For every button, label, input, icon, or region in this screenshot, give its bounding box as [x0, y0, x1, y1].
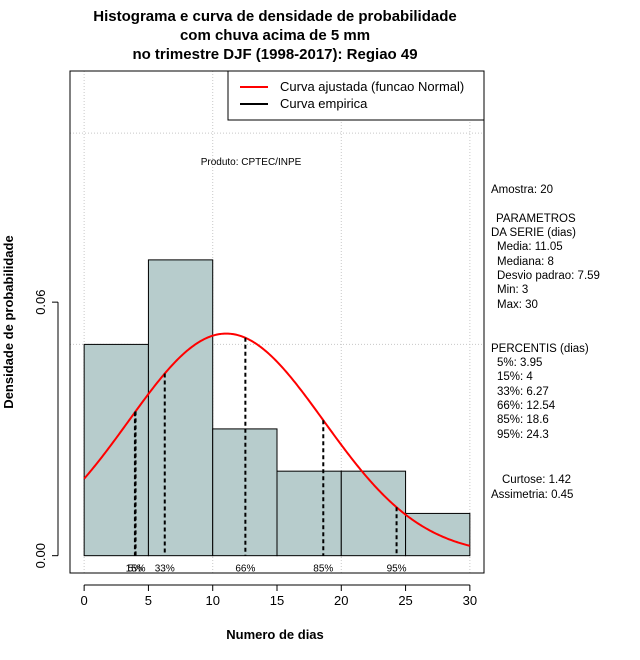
y-axis-title: Densidade de probabilidade [1, 235, 16, 408]
x-axis: 0 5 10 15 20 25 30 [81, 584, 477, 608]
stat-curtose: Curtose: 1.42 [502, 474, 571, 486]
y-tick-label-0: 0.00 [33, 543, 48, 568]
percentil-33: 33%: 6.27 [497, 386, 549, 398]
histogram-bars [83, 259, 471, 557]
legend-box [227, 70, 485, 121]
histogram-bar-0 [83, 343, 149, 557]
x-tick-label-3: 15 [270, 593, 284, 608]
y-tick-label-1: 0.06 [33, 289, 48, 314]
params-title-2: DA SERIE (dias) [491, 227, 576, 239]
fitted-curve-group [83, 332, 471, 547]
stat-max: Max: 30 [497, 299, 538, 311]
statistics-panel: Amostra: 20 PARAMETROS DA SERIE (dias) M… [491, 184, 600, 501]
x-tick-label-6: 30 [463, 593, 477, 608]
y-axis: 0.00 0.06 [33, 289, 59, 568]
x-tick-label-2: 10 [205, 593, 219, 608]
histogram-bar-3 [276, 470, 342, 557]
percentil-85: 85%: 18.6 [497, 414, 549, 426]
percentis-title: PERCENTIS (dias) [491, 343, 589, 355]
histogram-bar-4 [340, 470, 407, 557]
legend: Curva ajustada (funcao Normal) Curva emp… [227, 70, 485, 121]
legend-fitted-label: Curva ajustada (funcao Normal) [280, 79, 464, 94]
x-tick-label-4: 20 [334, 593, 348, 608]
stat-min: Min: 3 [497, 284, 528, 296]
chart-title-line-2: com chuva acima de 5 mm [180, 27, 370, 44]
percentile-lines [133, 337, 398, 556]
percentile-labels: 5%15% 33% 66% 85% 95% [126, 564, 407, 575]
product-label: Produto: CPTEC/INPE [201, 157, 302, 168]
stat-assimetria: Assimetria: 0.45 [491, 489, 573, 501]
chart-title-line-3: no trimestre DJF (1998-2017): Regiao 49 [132, 46, 417, 63]
percentil-95: 95%: 24.3 [497, 429, 549, 441]
percentil-15: 15%: 4 [497, 371, 533, 383]
x-axis-title: Numero de dias [226, 627, 324, 642]
percentil-66: 66%: 12.54 [497, 400, 556, 412]
stat-desvio: Desvio padrao: 7.59 [497, 270, 600, 282]
stat-mediana: Mediana: 8 [497, 256, 554, 268]
chart-title-line-1: Histograma e curva de densidade de proba… [93, 8, 456, 25]
percentile-label-0: 5% [128, 564, 143, 575]
histogram-bar-1 [147, 259, 214, 557]
percentile-label-2: 33% [155, 564, 175, 575]
x-tick-label-0: 0 [81, 593, 88, 608]
fitted-normal-curve [83, 332, 471, 547]
sample-size: Amostra: 20 [491, 184, 553, 196]
legend-empirical-label: Curva empirica [280, 96, 368, 111]
percentile-label-1: 15% [126, 564, 146, 575]
percentile-label-4: 85% [313, 564, 333, 575]
x-tick-label-5: 25 [398, 593, 412, 608]
percentile-label-3: 66% [235, 564, 255, 575]
percentile-label-5: 95% [387, 564, 407, 575]
percentil-5: 5%: 3.95 [497, 357, 542, 369]
params-title-1: PARAMETROS [496, 213, 576, 225]
x-tick-label-1: 5 [145, 593, 152, 608]
stat-media: Media: 11.05 [497, 241, 563, 253]
